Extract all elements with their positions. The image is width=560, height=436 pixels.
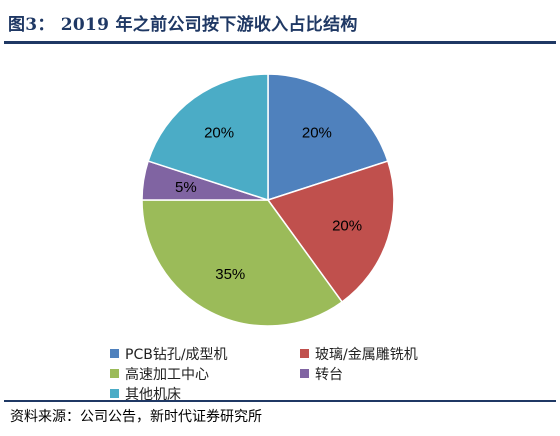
- legend-label: 转台: [315, 366, 343, 383]
- legend-swatch: [110, 369, 119, 378]
- title-rule: [4, 41, 556, 44]
- legend-item-5: 其他机床: [110, 384, 300, 403]
- pie-data-label-1: 20%: [302, 125, 332, 142]
- legend-swatch: [110, 389, 119, 398]
- pie-slices: [141, 73, 395, 327]
- pie-slice-2: [266, 160, 395, 303]
- source-rule: [4, 400, 556, 402]
- pie-data-label-4: 5%: [175, 179, 197, 196]
- legend-label: 其他机床: [125, 386, 181, 403]
- figure-label: 图3：: [8, 15, 55, 35]
- legend-item-1: PCB钻孔/成型机: [110, 344, 300, 363]
- pie-slice-1: [267, 73, 389, 202]
- legend-swatch: [300, 369, 309, 378]
- pie-slice-3: [141, 199, 344, 327]
- legend-item-3: 高速加工中心: [110, 364, 300, 383]
- pie-labels: 20% 20% 35% 5% 20%: [175, 125, 362, 283]
- legend-swatch: [300, 349, 309, 358]
- source-note: 资料来源：公司公告，新时代证券研究所: [10, 409, 262, 425]
- legend-label: 高速加工中心: [125, 366, 209, 383]
- legend-item-2: 玻璃/金属雕铣机: [300, 344, 490, 363]
- pie-data-label-2: 20%: [332, 218, 362, 235]
- pie-data-label-3: 35%: [215, 266, 245, 283]
- legend: PCB钻孔/成型机 玻璃/金属雕铣机高速加工中心 转台其他机床: [110, 344, 490, 403]
- pie-data-label-5: 20%: [204, 125, 234, 142]
- figure-title-text: 2019 年之前公司按下游收入占比结构: [60, 15, 358, 35]
- legend-label: 玻璃/金属雕铣机: [315, 346, 418, 363]
- legend-label: PCB钻孔/成型机: [125, 346, 228, 363]
- legend-item-4: 转台: [300, 364, 490, 383]
- figure-title: 图3： 2019 年之前公司按下游收入占比结构: [8, 10, 358, 35]
- pie-slice-5: [147, 73, 269, 202]
- legend-swatch: [110, 349, 119, 358]
